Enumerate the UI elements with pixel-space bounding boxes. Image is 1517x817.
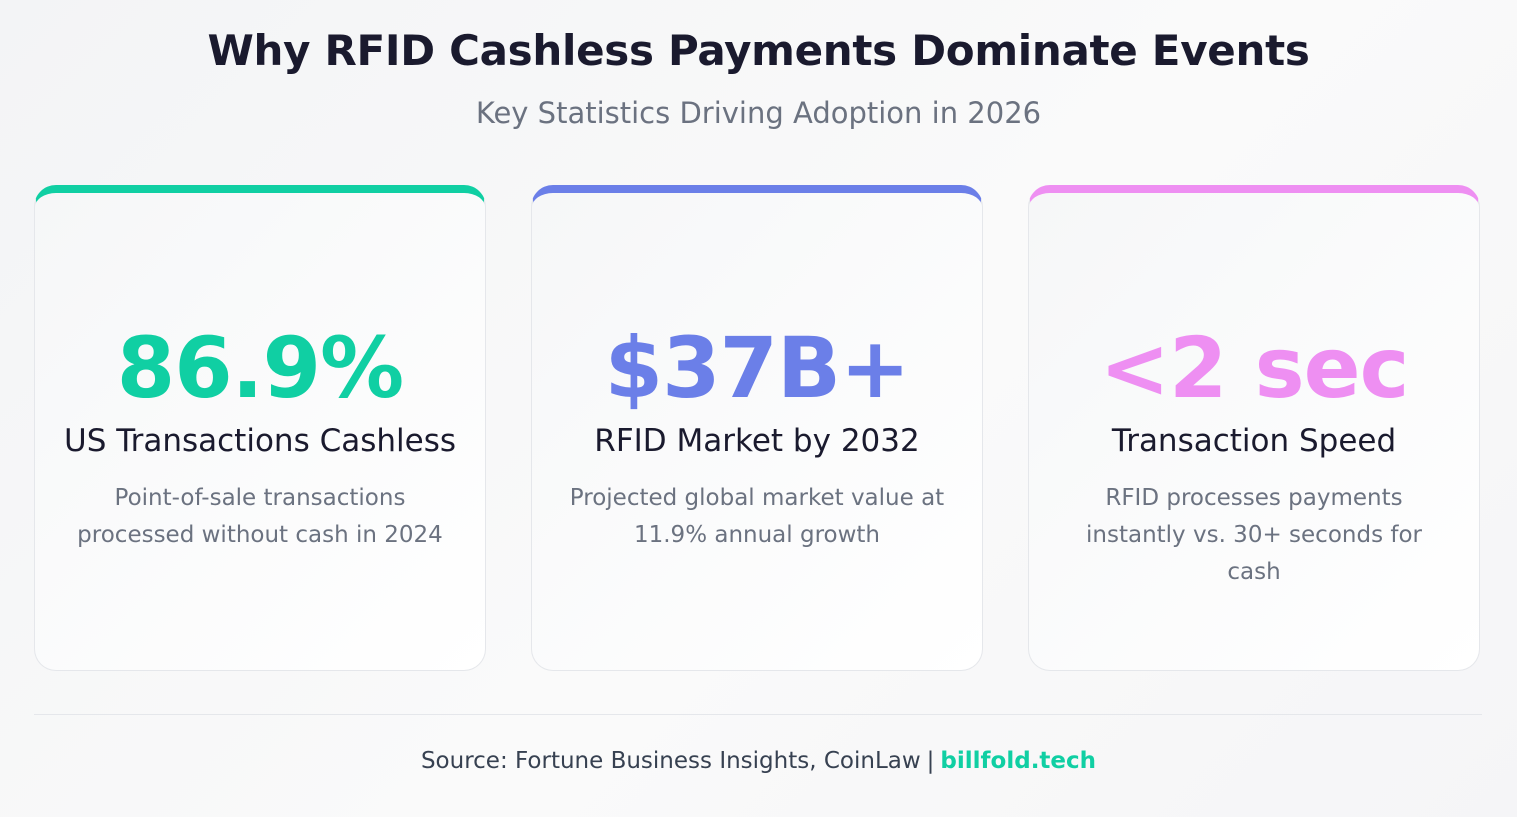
page-subtitle: Key Statistics Driving Adoption in 2026	[475, 96, 1042, 130]
footer: Source: Fortune Business Insights, CoinL…	[0, 745, 1517, 777]
stat-label: US Transactions Cashless	[64, 423, 456, 459]
stat-description: Point-of-sale transactions processed wit…	[77, 485, 443, 548]
stat-card-cashless: 86.9% US Transactions Cashless Point-of-…	[34, 185, 486, 671]
brand-link[interactable]: billfold.tech	[940, 748, 1097, 774]
stat-card-market: $37B+ RFID Market by 2032 Projected glob…	[531, 185, 983, 671]
footer-separator: |	[926, 748, 935, 774]
stat-description: RFID processes payments instantly vs. 30…	[1086, 485, 1422, 585]
stat-label: RFID Market by 2032	[594, 423, 920, 459]
stat-label: Transaction Speed	[1111, 423, 1397, 459]
footer-divider	[34, 714, 1482, 715]
stat-card-speed: <2 sec Transaction Speed RFID processes …	[1028, 185, 1480, 671]
source-text: Source: Fortune Business Insights, CoinL…	[420, 748, 921, 774]
stat-value: $37B+	[604, 319, 911, 417]
stat-description: Projected global market value at 11.9% a…	[569, 485, 945, 548]
stat-value: 86.9%	[116, 319, 404, 417]
stat-value: <2 sec	[1099, 319, 1410, 417]
page-title: Why RFID Cashless Payments Dominate Even…	[207, 26, 1310, 75]
